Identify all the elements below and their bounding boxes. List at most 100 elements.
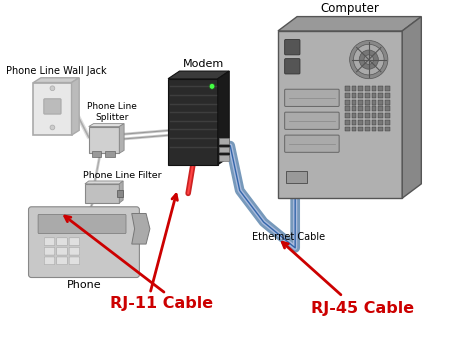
Circle shape <box>50 125 55 130</box>
FancyBboxPatch shape <box>365 127 370 131</box>
FancyBboxPatch shape <box>385 106 390 111</box>
FancyBboxPatch shape <box>105 151 115 157</box>
Polygon shape <box>33 83 72 135</box>
FancyBboxPatch shape <box>351 86 356 91</box>
Polygon shape <box>72 78 79 135</box>
FancyBboxPatch shape <box>378 100 383 105</box>
FancyBboxPatch shape <box>345 113 350 118</box>
FancyBboxPatch shape <box>345 106 350 111</box>
Polygon shape <box>85 184 119 203</box>
FancyBboxPatch shape <box>57 257 67 265</box>
FancyBboxPatch shape <box>385 113 390 118</box>
Polygon shape <box>278 17 421 31</box>
Text: Phone Line
Splitter: Phone Line Splitter <box>87 102 137 122</box>
Polygon shape <box>132 214 150 244</box>
FancyBboxPatch shape <box>345 100 350 105</box>
FancyBboxPatch shape <box>57 247 67 255</box>
Circle shape <box>209 84 215 89</box>
Polygon shape <box>168 71 229 79</box>
FancyBboxPatch shape <box>385 93 390 98</box>
Text: RJ-45 Cable: RJ-45 Cable <box>310 301 414 315</box>
FancyBboxPatch shape <box>372 120 376 125</box>
FancyBboxPatch shape <box>69 257 80 265</box>
FancyBboxPatch shape <box>285 89 339 106</box>
FancyBboxPatch shape <box>44 257 55 265</box>
FancyBboxPatch shape <box>28 207 140 278</box>
Text: Phone Line Filter: Phone Line Filter <box>83 171 162 180</box>
FancyBboxPatch shape <box>44 99 61 114</box>
FancyBboxPatch shape <box>385 86 390 91</box>
FancyBboxPatch shape <box>372 106 376 111</box>
Polygon shape <box>89 123 124 127</box>
FancyBboxPatch shape <box>358 120 363 125</box>
FancyBboxPatch shape <box>365 113 370 118</box>
FancyBboxPatch shape <box>285 40 300 55</box>
FancyBboxPatch shape <box>378 113 383 118</box>
FancyBboxPatch shape <box>69 247 80 255</box>
FancyBboxPatch shape <box>358 127 363 131</box>
FancyBboxPatch shape <box>365 106 370 111</box>
FancyBboxPatch shape <box>351 100 356 105</box>
FancyBboxPatch shape <box>358 100 363 105</box>
FancyBboxPatch shape <box>44 247 55 255</box>
FancyBboxPatch shape <box>286 171 306 183</box>
FancyBboxPatch shape <box>345 86 350 91</box>
FancyBboxPatch shape <box>285 135 339 152</box>
FancyBboxPatch shape <box>378 106 383 111</box>
Polygon shape <box>85 181 123 184</box>
Polygon shape <box>218 71 229 165</box>
FancyBboxPatch shape <box>378 120 383 125</box>
FancyBboxPatch shape <box>345 127 350 131</box>
Polygon shape <box>402 17 421 198</box>
FancyBboxPatch shape <box>69 238 80 246</box>
FancyBboxPatch shape <box>351 106 356 111</box>
FancyBboxPatch shape <box>378 93 383 98</box>
FancyBboxPatch shape <box>372 86 376 91</box>
Text: Ethernet Cable: Ethernet Cable <box>252 232 325 241</box>
FancyBboxPatch shape <box>44 238 55 246</box>
Text: Modem: Modem <box>183 59 224 69</box>
FancyBboxPatch shape <box>351 127 356 131</box>
FancyBboxPatch shape <box>385 120 390 125</box>
FancyBboxPatch shape <box>372 127 376 131</box>
FancyBboxPatch shape <box>378 86 383 91</box>
Text: Computer: Computer <box>320 2 379 15</box>
FancyBboxPatch shape <box>365 86 370 91</box>
Text: Phone Line Wall Jack: Phone Line Wall Jack <box>6 66 107 76</box>
FancyBboxPatch shape <box>345 120 350 125</box>
FancyBboxPatch shape <box>358 93 363 98</box>
FancyBboxPatch shape <box>57 238 67 246</box>
FancyBboxPatch shape <box>372 113 376 118</box>
FancyBboxPatch shape <box>378 127 383 131</box>
FancyBboxPatch shape <box>372 100 376 105</box>
FancyBboxPatch shape <box>365 93 370 98</box>
Circle shape <box>350 41 388 79</box>
Polygon shape <box>119 123 124 153</box>
Circle shape <box>364 55 373 64</box>
FancyBboxPatch shape <box>372 93 376 98</box>
FancyBboxPatch shape <box>358 106 363 111</box>
Circle shape <box>359 50 378 69</box>
Polygon shape <box>33 78 79 83</box>
FancyBboxPatch shape <box>38 214 126 234</box>
FancyBboxPatch shape <box>92 151 101 157</box>
FancyBboxPatch shape <box>385 127 390 131</box>
FancyBboxPatch shape <box>351 93 356 98</box>
Circle shape <box>50 86 55 91</box>
FancyBboxPatch shape <box>219 138 229 144</box>
FancyBboxPatch shape <box>285 58 300 74</box>
Text: RJ-11 Cable: RJ-11 Cable <box>110 296 213 311</box>
FancyBboxPatch shape <box>365 100 370 105</box>
FancyBboxPatch shape <box>385 100 390 105</box>
FancyBboxPatch shape <box>358 86 363 91</box>
FancyBboxPatch shape <box>219 147 229 152</box>
FancyBboxPatch shape <box>351 120 356 125</box>
FancyBboxPatch shape <box>365 120 370 125</box>
FancyBboxPatch shape <box>117 190 123 197</box>
Polygon shape <box>119 181 123 203</box>
FancyBboxPatch shape <box>285 112 339 129</box>
FancyBboxPatch shape <box>358 113 363 118</box>
Circle shape <box>353 44 384 75</box>
Polygon shape <box>168 79 218 165</box>
Text: Phone: Phone <box>67 280 101 290</box>
